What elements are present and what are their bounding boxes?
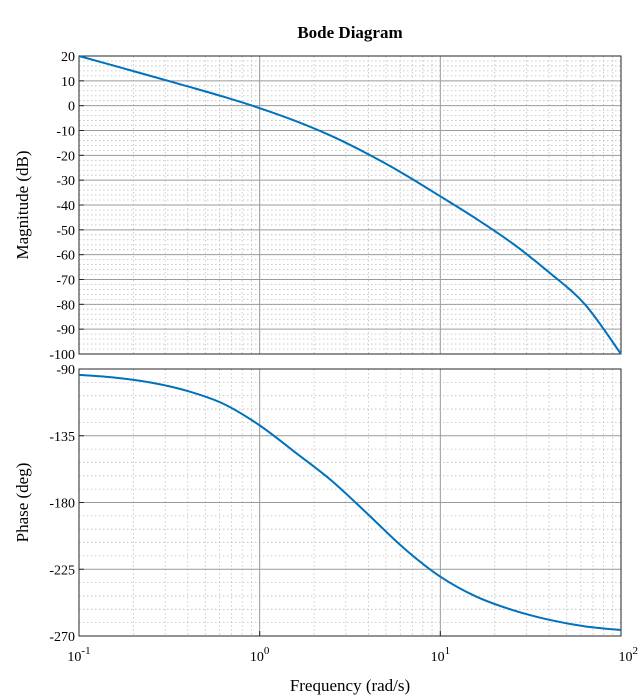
y-tick-label: 10 xyxy=(61,75,75,90)
y-tick-label: -60 xyxy=(56,249,75,264)
axes-frame xyxy=(78,368,622,637)
y-tick-label: -225 xyxy=(49,563,75,578)
y-tick-label: -135 xyxy=(49,430,75,445)
x-tick-label: 101 xyxy=(431,645,451,665)
phase-axis-label: Phase (deg) xyxy=(13,463,32,543)
x-axis-label: Frequency (rad/s) xyxy=(290,676,410,695)
x-tick-label: 100 xyxy=(250,645,270,665)
y-tick-label: -90 xyxy=(56,363,75,378)
y-tick-label: -20 xyxy=(56,149,75,164)
x-axis-ticks: 10-1 100 101 102 xyxy=(67,631,638,665)
y-tick-label: -100 xyxy=(49,348,75,363)
y-tick-label: -70 xyxy=(56,274,75,289)
y-tick-label: -270 xyxy=(49,630,75,645)
y-tick-label: -90 xyxy=(56,323,75,338)
chart-title: Bode Diagram xyxy=(297,23,402,42)
y-tick-label: -30 xyxy=(56,174,75,189)
y-tick-label: -50 xyxy=(56,224,75,239)
x-tick-label: 102 xyxy=(619,645,639,665)
y-tick-label: -10 xyxy=(56,125,75,140)
phase-line xyxy=(78,373,622,632)
x-tick-label: 10-1 xyxy=(67,645,90,665)
magnitude-line xyxy=(78,55,622,355)
y-tick-label: -80 xyxy=(56,298,75,313)
y-tick-label: -180 xyxy=(49,497,75,512)
axes-frame xyxy=(78,55,622,355)
magnitude-panel: 20 10 0 -10 -20 -30 -40 -50 -60 -70 -80 -90 -100 Magn… xyxy=(13,50,622,363)
y-tick-label: 0 xyxy=(68,100,75,115)
y-tick-label: -40 xyxy=(56,199,75,214)
phase-panel: -90 -135 -180 -225 -270 Phase (deg) xyxy=(13,363,622,645)
magnitude-axis-label: Magnitude (dB) xyxy=(13,150,32,259)
y-tick-label: 20 xyxy=(61,50,75,65)
